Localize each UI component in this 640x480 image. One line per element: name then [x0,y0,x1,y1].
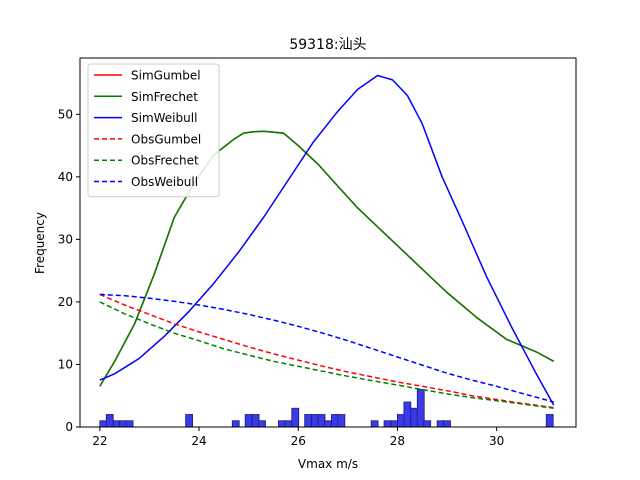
y-axis-label: Frequency [33,212,47,274]
y-tick-label: 0 [65,420,73,434]
histogram-bar [317,414,326,428]
legend-label: ObsGumbel [131,132,201,146]
x-tick-label: 22 [92,434,107,448]
y-tick-label: 50 [58,107,73,121]
histogram-bar [443,420,451,428]
y-tick-label: 20 [58,295,73,309]
histogram-bar [304,414,313,428]
histogram-bar [390,420,399,428]
histogram-bar [244,414,253,428]
histogram-bar [185,414,193,428]
histogram-bar [324,420,332,428]
legend-label: SimWeibull [131,111,197,125]
legend-label: ObsFrechet [131,154,199,168]
histogram-bar [311,414,319,428]
histogram-bar [231,420,240,428]
histogram-bar [291,407,300,428]
histogram-bar [284,420,293,428]
series-line-simweibull [99,74,555,406]
y-tick-label: 30 [58,232,73,246]
x-tick-label: 28 [390,434,405,448]
series-line-simfrechet [99,130,555,387]
histogram-bar [258,420,266,428]
legend: SimGumbel SimFrechet SimWeibull ObsGumbel Ob… [87,63,220,198]
y-tick-label: 40 [58,170,73,184]
legend-label: ObsWeibull [131,175,198,189]
histogram-bar [403,401,412,428]
histogram-bar [545,414,554,428]
chart-title: 59318:汕头 [289,37,366,53]
legend-box [87,63,220,198]
x-tick-label: 24 [191,434,206,448]
histogram-bar [125,420,134,428]
histogram-bar [337,414,346,428]
x-axis-label: Vmax m/s [298,457,358,471]
legend-label: SimFrechet [131,90,198,104]
histogram-bar [119,420,128,428]
histogram-bar [277,420,286,428]
legend-label: SimGumbel [131,69,201,83]
y-axis-ticks: 0 10 20 30 40 50 [58,107,80,434]
histogram-bar [397,414,405,428]
x-tick-label: 26 [291,434,306,448]
x-axis-ticks: 22 24 26 28 30 [92,427,504,448]
series-line-obsgumbel [99,293,554,409]
histogram-bar [112,420,121,428]
histogram-bar [105,414,114,428]
axes-frame [79,57,577,428]
histogram-bar [416,389,425,428]
histogram-bar [423,420,432,428]
histogram-bar [383,420,392,428]
y-tick-label: 10 [58,357,73,371]
histogram-bar [410,407,419,428]
series-lines [99,74,555,409]
histogram-bar [370,420,379,428]
histogram-bar [99,420,108,428]
histogram-bar [436,420,445,428]
series-line-obsfrechet [99,301,554,409]
histogram-bar [251,414,260,428]
histogram-bar [331,414,339,428]
x-tick-label: 30 [489,434,504,448]
series-line-obsweibull [99,293,554,403]
